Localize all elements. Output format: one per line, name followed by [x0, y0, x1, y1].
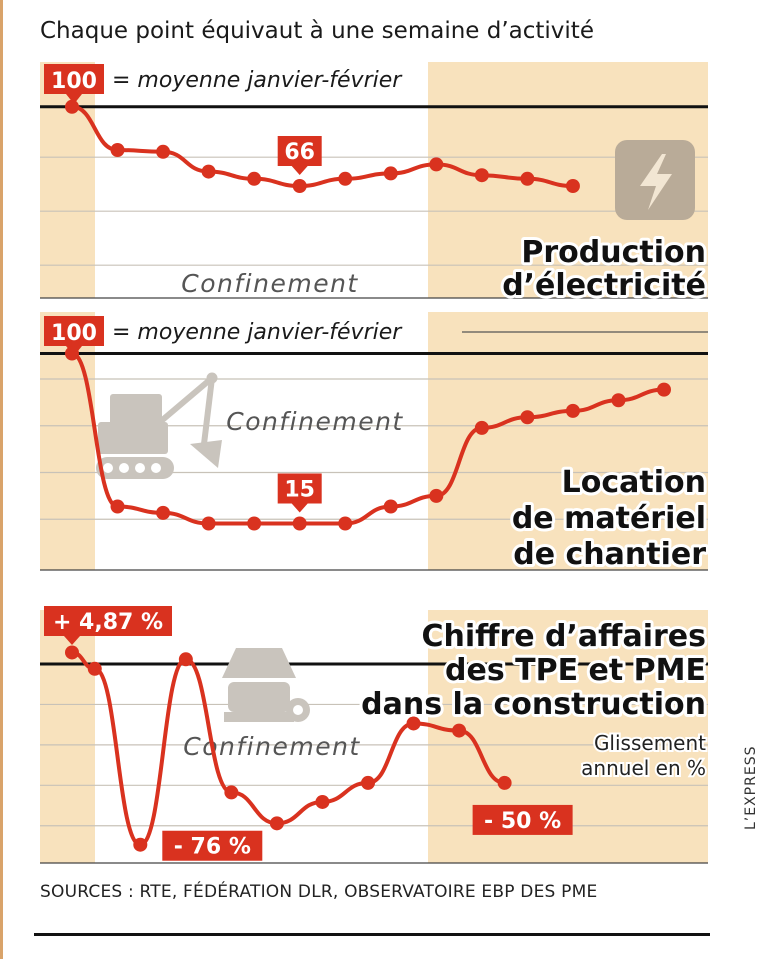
data-point-3 [201, 516, 216, 531]
data-point-9 [474, 420, 489, 435]
callout-label-0: 15 [284, 478, 315, 503]
data-point-1 [110, 499, 125, 514]
data-point-5 [292, 179, 307, 193]
data-point-3 [178, 652, 193, 667]
chart-title-line-0: Chiffre d’affaires [422, 619, 707, 654]
reference-badge-pointer [66, 94, 82, 104]
excavator-icon [96, 372, 222, 479]
bottom-rule [34, 933, 710, 936]
data-point-4 [224, 785, 239, 800]
chart-title-line-1: de matériel [512, 501, 706, 536]
chart-subtitle-line-0: Glissement [594, 731, 706, 755]
callout-box-1 [162, 830, 263, 861]
callout-box-0 [277, 473, 322, 504]
chart-subtitle-line-1: annuel en % [581, 756, 706, 780]
callout-label-0: + 4,87 % [53, 610, 163, 635]
chart-title-line-0: Production [521, 235, 706, 270]
data-point-13 [657, 382, 671, 397]
callout-label-2: - 50 % [484, 809, 561, 834]
data-point-0 [65, 99, 79, 114]
callout-pointer-0 [64, 636, 80, 645]
data-point-2 [156, 144, 171, 159]
publisher-credit: L’EXPRESS [743, 745, 759, 830]
data-point-4 [247, 516, 262, 531]
data-point-7 [383, 166, 398, 181]
data-point-1 [110, 143, 125, 157]
data-point-2 [156, 505, 171, 520]
data-point-0 [65, 645, 79, 660]
left-edge-rule [0, 0, 3, 959]
data-point-9 [474, 168, 489, 183]
band-before [40, 62, 95, 298]
data-point-0 [65, 346, 79, 361]
chart-title-line-1: des TPE et PME [445, 653, 706, 688]
header-note: Chaque point équivaut à une semaine d’ac… [40, 18, 594, 44]
chart-equipment-rental: Confinement 100 = moyenne janvier-février 1… [40, 312, 709, 575]
chart-title-line-2: de chantier [513, 537, 706, 572]
data-point-1 [87, 661, 102, 676]
data-point-5 [292, 516, 307, 531]
confinement-label: Confinement [226, 407, 403, 436]
reference-badge-label: 100 [51, 321, 97, 346]
callout-pointer-0 [291, 503, 308, 513]
reference-badge [44, 64, 104, 94]
series-line [71, 351, 665, 526]
data-point-9 [452, 723, 467, 738]
data-point-8 [429, 488, 444, 503]
data-point-8 [406, 716, 421, 731]
data-point-10 [520, 410, 535, 425]
data-point-7 [383, 499, 398, 514]
reference-badge [44, 316, 104, 346]
lightning-bolt-icon [615, 140, 695, 220]
sources-note: SOURCES : RTE, FÉDÉRATION DLR, OBSERVATO… [40, 882, 598, 902]
data-point-7 [361, 775, 375, 790]
data-point-6 [338, 516, 353, 531]
data-point-11 [565, 179, 580, 193]
callout-box-0 [277, 136, 322, 166]
data-point-4 [247, 171, 262, 186]
callout-pointer-0 [291, 166, 308, 175]
chart-construction-revenue: Confinement+ 4,87 %- 76 %- 50 %Chiffre d… [40, 606, 709, 864]
reference-note: = moyenne janvier-février [112, 320, 403, 345]
reference-badge-label: 100 [51, 69, 97, 94]
data-point-6 [315, 794, 330, 809]
data-point-5 [269, 816, 284, 831]
confinement-label: Confinement [181, 269, 358, 298]
data-point-11 [565, 403, 580, 418]
callout-box-0 [44, 606, 172, 636]
callout-label-0: 66 [284, 140, 315, 165]
data-point-10 [497, 775, 512, 790]
callout-box-2 [472, 804, 573, 835]
chart-electricity: Confinement 100 = moyenne janvier-février 6… [40, 62, 709, 306]
chart-title-line-0: Location [562, 465, 706, 500]
data-point-8 [429, 157, 444, 172]
data-point-6 [338, 171, 353, 186]
cement-mixer-icon [222, 648, 310, 722]
chart-title-line-2: dans la construction [361, 687, 706, 722]
callout-label-1: - 76 % [174, 835, 251, 860]
data-point-2 [133, 837, 148, 852]
chart-title-line-1: d’électricité [502, 268, 706, 303]
data-point-12 [611, 393, 626, 408]
data-point-3 [201, 164, 216, 179]
reference-note: = moyenne janvier-février [112, 68, 403, 93]
data-point-10 [520, 171, 535, 186]
